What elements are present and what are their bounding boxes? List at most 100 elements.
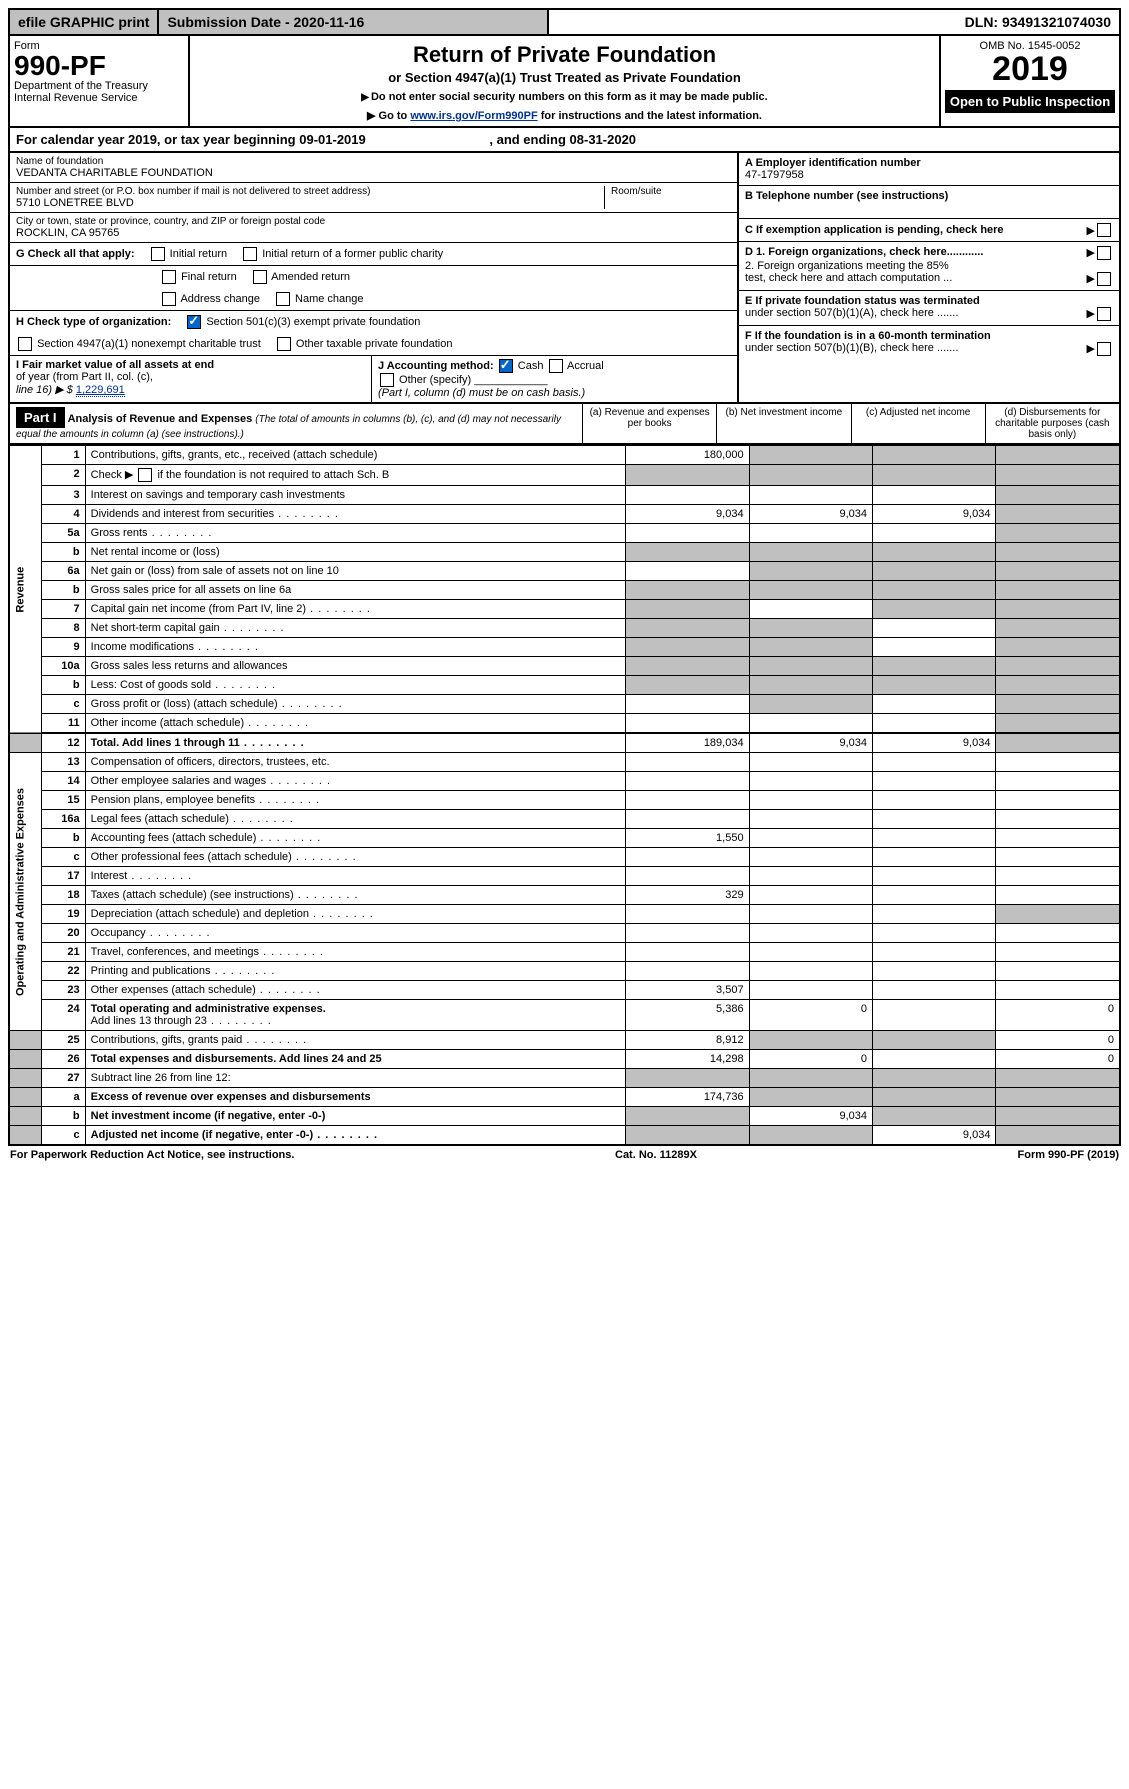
table-row: 20Occupancy [9, 924, 1120, 943]
table-row: 2 Check ▶ if the foundation is not requi… [9, 465, 1120, 486]
chk-name-change[interactable] [276, 292, 290, 306]
table-row: cOther professional fees (attach schedul… [9, 848, 1120, 867]
chk-foreign-org[interactable] [1097, 246, 1111, 260]
footer-catno: Cat. No. 11289X [615, 1149, 697, 1161]
part1-header: Part I Analysis of Revenue and Expenses … [8, 404, 1121, 445]
page-footer: For Paperwork Reduction Act Notice, see … [8, 1146, 1121, 1164]
chk-final-return[interactable] [162, 270, 176, 284]
table-row: 21Travel, conferences, and meetings [9, 943, 1120, 962]
phone-lbl: B Telephone number (see instructions) [745, 190, 1113, 202]
submission-date: Submission Date - 2020-11-16 [159, 10, 549, 34]
table-row: 18Taxes (attach schedule) (see instructi… [9, 886, 1120, 905]
chk-other-method[interactable] [380, 373, 394, 387]
top-bar: efile GRAPHIC print Submission Date - 20… [8, 8, 1121, 36]
form-title: Return of Private Foundation [194, 42, 935, 68]
table-row: bNet investment income (if negative, ent… [9, 1107, 1120, 1126]
table-row: 5aGross rents [9, 524, 1120, 543]
irs-label: Internal Revenue Service [14, 92, 184, 104]
ein: 47-1797958 [745, 169, 1113, 181]
table-row: 19Depreciation (attach schedule) and dep… [9, 905, 1120, 924]
chk-501c3[interactable] [187, 315, 201, 329]
info-block: Name of foundation VEDANTA CHARITABLE FO… [8, 153, 1121, 404]
table-row: 10aGross sales less returns and allowanc… [9, 657, 1120, 676]
chk-initial-former[interactable] [243, 247, 257, 261]
ein-lbl: A Employer identification number [745, 157, 1113, 169]
address: 5710 LONETREE BLVD [16, 197, 604, 209]
form-subtitle: or Section 4947(a)(1) Trust Treated as P… [194, 70, 935, 85]
efile-label: efile GRAPHIC print [10, 10, 159, 34]
header-right: OMB No. 1545-0052 2019 Open to Public In… [941, 36, 1119, 126]
form990pf-link[interactable]: www.irs.gov/Form990PF [410, 110, 537, 122]
table-row: 11Other income (attach schedule) [9, 714, 1120, 734]
chk-cash[interactable] [499, 359, 513, 373]
table-row: 24 Total operating and administrative ex… [9, 1000, 1120, 1031]
chk-507b1b[interactable] [1097, 342, 1111, 356]
table-row: 14Other employee salaries and wages [9, 772, 1120, 791]
chk-other-taxable[interactable] [277, 337, 291, 351]
header-center: Return of Private Foundation or Section … [190, 36, 941, 126]
col-b-hdr: (b) Net investment income [717, 404, 851, 443]
tax-year-begin: 09-01-2019 [299, 132, 366, 147]
note-ssn: Do not enter social security numbers on … [194, 91, 935, 103]
dept-label: Department of the Treasury [14, 80, 184, 92]
table-row: Revenue 1Contributions, gifts, grants, e… [9, 446, 1120, 465]
foundation-name: VEDANTA CHARITABLE FOUNDATION [16, 167, 731, 179]
table-row: bLess: Cost of goods sold [9, 676, 1120, 695]
table-row: 23Other expenses (attach schedule) 3,507 [9, 981, 1120, 1000]
info-left: Name of foundation VEDANTA CHARITABLE FO… [10, 153, 737, 402]
table-row: aExcess of revenue over expenses and dis… [9, 1088, 1120, 1107]
table-row: 4Dividends and interest from securities … [9, 505, 1120, 524]
open-public-badge: Open to Public Inspection [945, 90, 1115, 113]
table-row: 12Total. Add lines 1 through 11 189,0349… [9, 733, 1120, 753]
chk-no-schb[interactable] [138, 468, 152, 482]
note-goto: ▶ Go to www.irs.gov/Form990PF for instru… [194, 109, 935, 122]
col-a-hdr: (a) Revenue and expenses per books [583, 404, 717, 443]
table-row: bAccounting fees (attach schedule) 1,550 [9, 829, 1120, 848]
part1-tag: Part I [16, 407, 65, 428]
chk-initial-return[interactable] [151, 247, 165, 261]
dln: DLN: 93491321074030 [957, 10, 1119, 34]
table-row: Operating and Administrative Expenses 13… [9, 753, 1120, 772]
form-number: 990-PF [14, 52, 184, 80]
chk-address-change[interactable] [162, 292, 176, 306]
table-row: 26Total expenses and disbursements. Add … [9, 1050, 1120, 1069]
chk-4947a1[interactable] [18, 337, 32, 351]
chk-85pct[interactable] [1097, 272, 1111, 286]
city-state-zip: ROCKLIN, CA 95765 [16, 227, 731, 239]
footer-left: For Paperwork Reduction Act Notice, see … [10, 1149, 294, 1161]
table-row: 27Subtract line 26 from line 12: [9, 1069, 1120, 1088]
chk-507b1a[interactable] [1097, 307, 1111, 321]
part1-table: Revenue 1Contributions, gifts, grants, e… [8, 445, 1121, 1146]
tax-year-end: 08-31-2020 [570, 132, 637, 147]
table-row: 22Printing and publications [9, 962, 1120, 981]
info-right: A Employer identification number 47-1797… [737, 153, 1119, 402]
name-lbl: Name of foundation [16, 156, 731, 167]
table-row: 16aLegal fees (attach schedule) [9, 810, 1120, 829]
table-row: bNet rental income or (loss) [9, 543, 1120, 562]
table-row: cAdjusted net income (if negative, enter… [9, 1126, 1120, 1146]
table-row: bGross sales price for all assets on lin… [9, 581, 1120, 600]
table-row: 3Interest on savings and temporary cash … [9, 486, 1120, 505]
exemption-lbl: C If exemption application is pending, c… [745, 224, 1087, 236]
calendar-year-row: For calendar year 2019, or tax year begi… [8, 128, 1121, 153]
col-c-hdr: (c) Adjusted net income [852, 404, 986, 443]
city-lbl: City or town, state or province, country… [16, 216, 731, 227]
expenses-side-label: Operating and Administrative Expenses [9, 753, 42, 1031]
fmv-amount[interactable]: 1,229,691 [76, 384, 125, 397]
table-row: 17Interest [9, 867, 1120, 886]
revenue-side-label: Revenue [9, 446, 42, 734]
table-row: 6aNet gain or (loss) from sale of assets… [9, 562, 1120, 581]
section-i: I Fair market value of all assets at end… [10, 356, 372, 402]
chk-exemption-pending[interactable] [1097, 223, 1111, 237]
table-row: 25Contributions, gifts, grants paid 8,91… [9, 1031, 1120, 1050]
header-left: Form 990-PF Department of the Treasury I… [10, 36, 190, 126]
footer-formref: Form 990-PF (2019) [1018, 1149, 1119, 1161]
chk-amended-return[interactable] [253, 270, 267, 284]
chk-accrual[interactable] [549, 359, 563, 373]
tax-year: 2019 [945, 52, 1115, 86]
part1-title: Analysis of Revenue and Expenses [68, 413, 253, 425]
section-j: J Accounting method: Cash Accrual Other … [372, 356, 737, 402]
table-row: cGross profit or (loss) (attach schedule… [9, 695, 1120, 714]
table-row: 7Capital gain net income (from Part IV, … [9, 600, 1120, 619]
section-g: G Check all that apply: Initial return I… [10, 243, 737, 266]
